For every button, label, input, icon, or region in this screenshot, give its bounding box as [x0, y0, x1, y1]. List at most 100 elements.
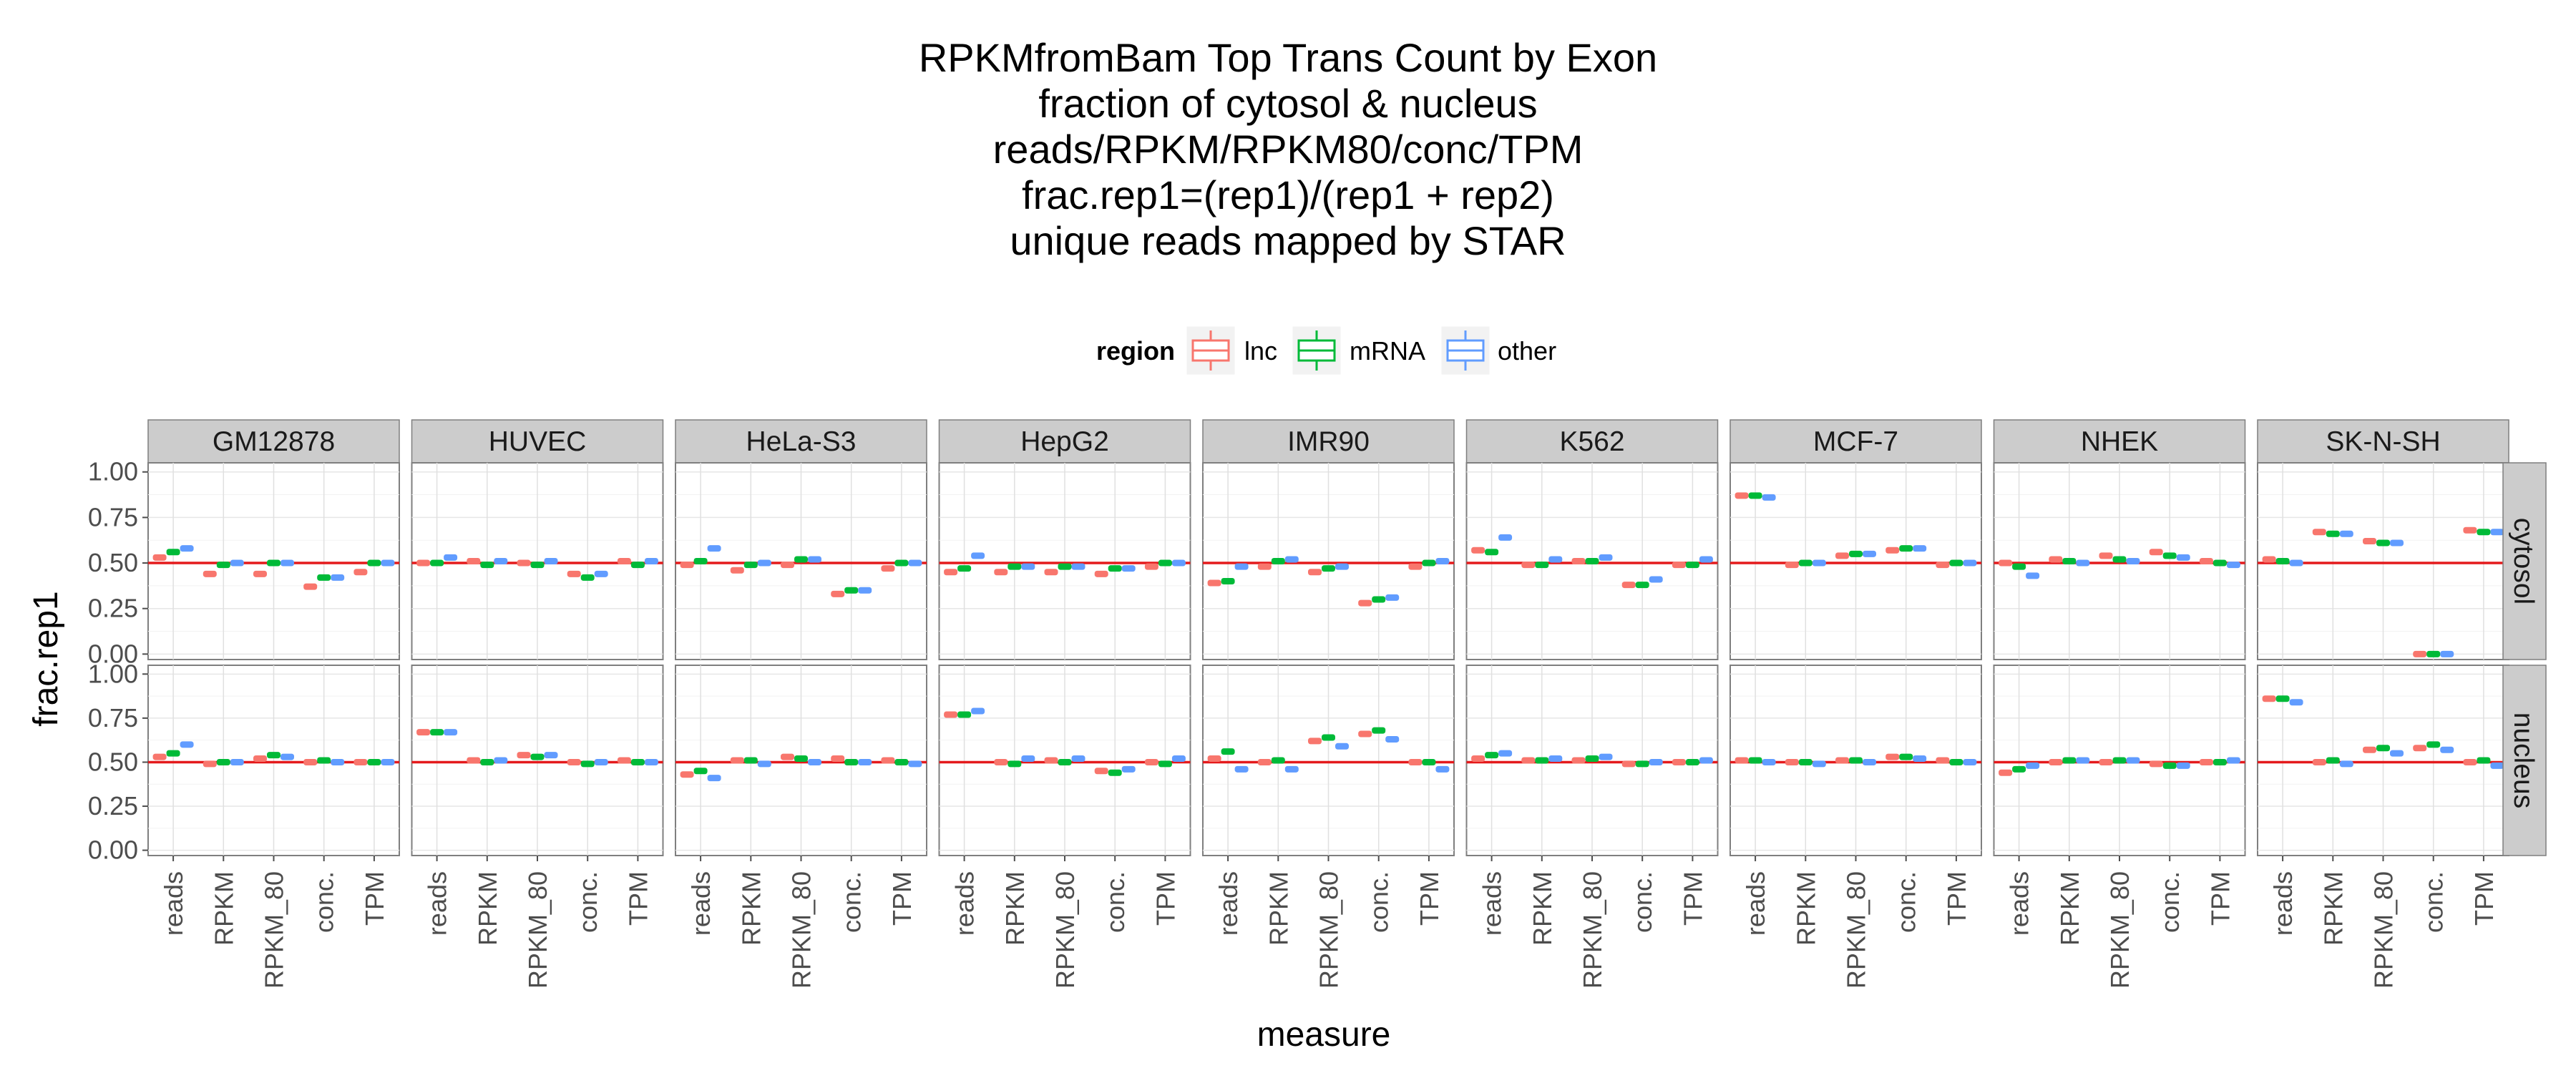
x-tick-label: RPKM_80 [523, 871, 552, 989]
x-tick-label: TPM [623, 871, 653, 926]
box-lnc-rpkm_80 [2099, 758, 2113, 765]
x-tick-label: RPKM [2318, 871, 2348, 946]
x-tick-label: RPKM_80 [2369, 871, 2399, 989]
x-tick-label: TPM [1151, 871, 1180, 926]
box-mrna-rpkm_80 [1849, 550, 1863, 557]
box-other-reads [1498, 750, 1513, 757]
box-mrna-reads [693, 768, 708, 775]
x-tick-label: TPM [1415, 871, 1444, 926]
box-mrna-conc [1108, 769, 1122, 776]
box-lnc-reads [1999, 769, 2013, 776]
x-tick-label: TPM [887, 871, 917, 926]
box-lnc-tpm [353, 569, 368, 576]
box-other-rpkm [1812, 760, 1826, 768]
box-mrna-tpm [1949, 758, 1963, 765]
box-lnc-conc [303, 583, 318, 590]
box-lnc-tpm [2199, 758, 2213, 765]
box-other-conc [1121, 765, 1136, 773]
box-lnc-rpkm [1257, 758, 1272, 765]
box-other-conc [331, 574, 345, 581]
box-other-conc [1649, 758, 1663, 765]
box-other-tpm [1171, 755, 1186, 763]
box-lnc-rpkm [467, 757, 481, 764]
chart-title-line: unique reads mapped by STAR [1010, 218, 1566, 263]
facet-strip-label: HepG2 [1020, 426, 1109, 457]
box-other-tpm [2226, 562, 2240, 569]
box-lnc-rpkm_80 [781, 562, 794, 569]
box-lnc-reads [152, 753, 167, 760]
box-lnc-conc [1885, 753, 1900, 760]
box-other-tpm [381, 559, 395, 567]
legend-entry-other: other [1440, 325, 1556, 376]
box-other-tpm [2226, 757, 2240, 764]
y-tick-label: 0.50 [88, 747, 138, 776]
box-mrna-tpm [367, 559, 381, 567]
x-tick-label: RPKM_80 [1050, 871, 1080, 989]
x-tick-label: conc. [310, 871, 339, 933]
box-other-tpm [1171, 559, 1186, 567]
box-other-rpkm [1284, 556, 1299, 563]
box-other-reads [1234, 765, 1249, 773]
box-lnc-conc [2413, 745, 2427, 752]
box-lnc-reads [680, 562, 694, 569]
box-lnc-reads [152, 554, 167, 561]
box-other-tpm [1435, 765, 1450, 773]
box-mrna-rpkm [2062, 757, 2077, 764]
box-lnc-reads [680, 771, 694, 778]
box-other-conc [1121, 565, 1136, 572]
box-lnc-reads [1471, 755, 1485, 763]
box-other-rpkm_80 [1599, 554, 1613, 561]
box-mrna-conc [844, 758, 859, 765]
x-tick-label: TPM [1678, 871, 1707, 926]
box-other-rpkm [2076, 757, 2090, 764]
facet-strip-label: IMR90 [1287, 426, 1370, 457]
x-tick-label: reads [950, 871, 980, 936]
box-other-conc [858, 758, 872, 765]
box-mrna-rpkm [2326, 757, 2340, 764]
box-mrna-rpkm_80 [1058, 758, 1072, 765]
box-lnc-rpkm_80 [517, 559, 531, 567]
x-tick-label: RPKM [1791, 871, 1820, 946]
box-mrna-tpm [894, 559, 909, 567]
box-lnc-reads [416, 729, 431, 736]
box-mrna-reads [1221, 748, 1235, 755]
panel-nhek-cytosol [1993, 462, 2246, 660]
box-lnc-conc [1358, 599, 1372, 607]
facet-strip-nucleus [2502, 665, 2547, 856]
box-lnc-rpkm_80 [1571, 558, 1586, 564]
y-tick-label: 0.00 [88, 639, 138, 668]
box-other-conc [594, 758, 608, 765]
legend-label: mRNA [1350, 336, 1425, 366]
box-lnc-rpkm_80 [2099, 552, 2113, 559]
panel-hepg2-nucleus [938, 665, 1191, 856]
box-mrna-rpkm_80 [794, 755, 808, 763]
box-lnc-tpm [2463, 758, 2477, 765]
x-tick-label: reads [686, 871, 716, 936]
box-lnc-reads [1207, 579, 1221, 587]
facet-strip-cytosol [2502, 462, 2547, 660]
panel-imr90-cytosol [1202, 462, 1455, 660]
box-mrna-rpkm_80 [1849, 757, 1863, 764]
legend-title: region [1096, 336, 1175, 366]
facet-strip-imr90 [1202, 419, 1455, 464]
box-mrna-tpm [1158, 760, 1172, 768]
x-tick-label: conc. [1101, 871, 1130, 933]
x-tick-label: RPKM [1264, 871, 1293, 946]
box-other-tpm [908, 760, 922, 768]
box-other-rpkm_80 [2390, 750, 2404, 757]
y-axis-title: frac.rep1 [27, 591, 65, 726]
panel-hepg2-cytosol [938, 462, 1191, 660]
box-other-rpkm_80 [1863, 550, 1876, 557]
box-lnc-conc [831, 755, 845, 763]
y-tick-label: 1.00 [88, 457, 138, 486]
box-mrna-tpm [1158, 559, 1172, 567]
box-other-reads [971, 552, 985, 559]
box-mrna-rpkm_80 [794, 556, 808, 563]
box-mrna-rpkm [480, 758, 494, 765]
y-tick-label: 1.00 [88, 659, 138, 688]
box-other-rpkm_80 [1335, 563, 1349, 570]
box-lnc-conc [831, 590, 845, 597]
box-mrna-conc [580, 760, 595, 768]
box-mrna-conc [1372, 727, 1386, 734]
box-other-rpkm_80 [544, 752, 558, 759]
